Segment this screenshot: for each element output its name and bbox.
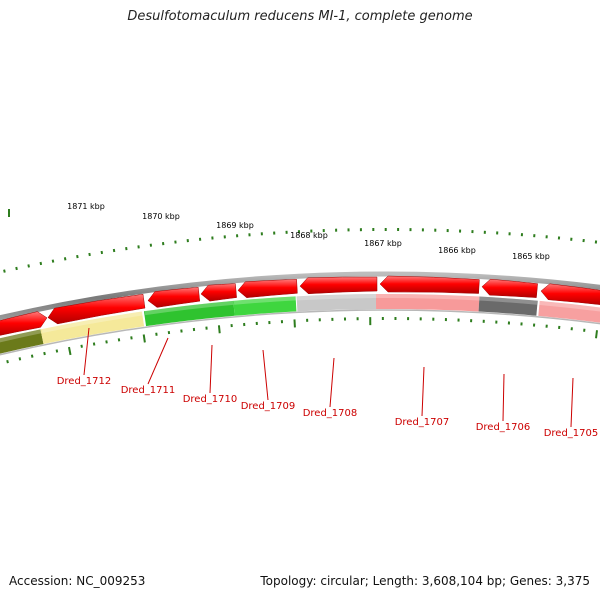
- lower-major-tick: [219, 325, 220, 333]
- scale-label: 1866 kbp: [438, 246, 476, 255]
- gene-leader-line: [263, 350, 268, 400]
- minor-tick: [16, 267, 17, 270]
- minor-tick: [41, 262, 42, 265]
- lower-minor-tick: [57, 350, 58, 353]
- scale-label: 1871 kbp: [67, 202, 105, 211]
- scale-label: 1868 kbp: [290, 231, 328, 240]
- gene-label: Dred_1707: [395, 417, 450, 428]
- forward-gene-arrow: [300, 277, 377, 294]
- lower-major-tick: [596, 330, 597, 338]
- gene-label: Dred_1708: [303, 408, 358, 419]
- forward-gene-arrow: [380, 276, 479, 294]
- gene-label: Dred_1710: [183, 394, 238, 405]
- scale-labels: 1871 kbp 1870 kbp 1869 kbp 1868 kbp 1867 kbp…: [67, 202, 550, 261]
- minor-tick: [4, 270, 5, 273]
- accession-text: Accession: NC_009253: [9, 574, 145, 588]
- lower-minor-tick: [44, 352, 45, 355]
- gene-leader-line: [148, 338, 168, 384]
- minor-tick: [89, 253, 90, 256]
- minor-tick: [65, 257, 66, 260]
- gene-label: Dred_1706: [476, 422, 531, 433]
- lower-minor-tick: [81, 345, 82, 348]
- forward-gene-arrow: [201, 284, 237, 302]
- scale-label: 1870 kbp: [142, 212, 180, 221]
- lower-minor-tick: [94, 343, 95, 346]
- gene-label: Dred_1705: [544, 428, 599, 439]
- lower-major-tick: [69, 347, 71, 355]
- gene-leader-line: [330, 358, 334, 407]
- lower-minor-tick: [20, 357, 21, 360]
- gene-leader-line: [422, 367, 424, 416]
- scale-ticks: [4, 209, 596, 273]
- lower-minor-tick: [32, 355, 33, 358]
- lower-major-tick: [144, 335, 145, 343]
- gene-label: Dred_1709: [241, 401, 296, 412]
- forward-gene-arrow: [238, 279, 297, 297]
- lower-minor-tick: [7, 360, 8, 363]
- gene-label: Dred_1712: [57, 376, 112, 387]
- map-title: Desulfotomaculum reducens MI-1, complete…: [0, 9, 600, 24]
- gene-label: Dred_1711: [121, 385, 176, 396]
- minor-tick: [77, 255, 78, 258]
- gene-leader-line: [210, 345, 212, 393]
- scale-label: 1869 kbp: [216, 221, 254, 230]
- topology-text: Topology: circular; Length: 3,608,104 bp…: [260, 574, 590, 588]
- scale-label: 1865 kbp: [512, 252, 550, 261]
- scale-label: 1867 kbp: [364, 239, 402, 248]
- gene-leader-line: [571, 378, 573, 427]
- minor-tick: [53, 260, 54, 263]
- minor-tick: [28, 264, 29, 267]
- gene-leader-line: [503, 374, 504, 421]
